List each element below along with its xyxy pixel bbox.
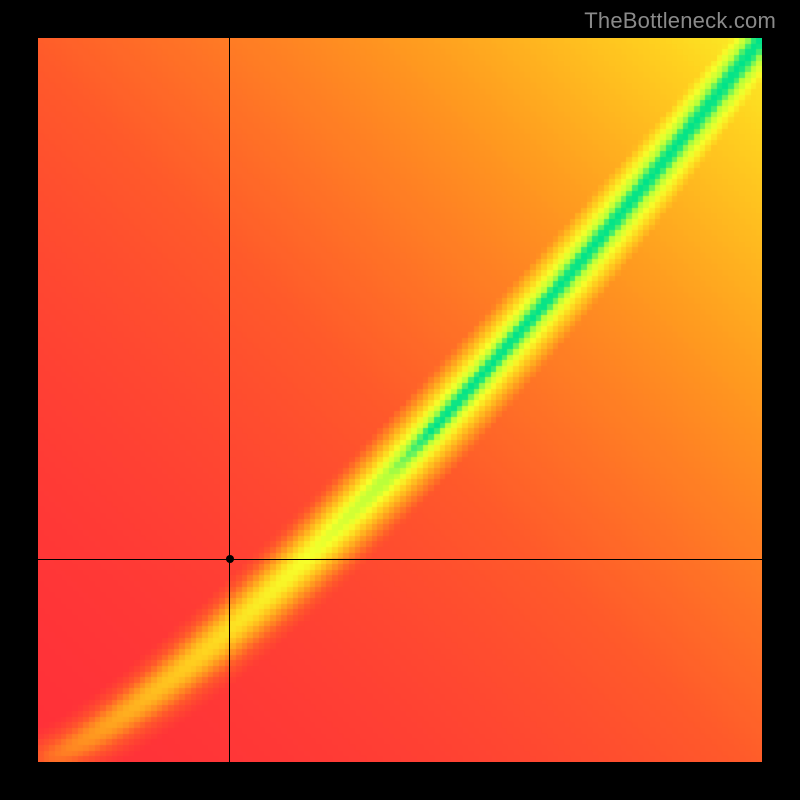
- heatmap-plot-area: [38, 38, 762, 762]
- selected-point-marker: [226, 555, 234, 563]
- watermark-text: TheBottleneck.com: [584, 8, 776, 34]
- heatmap-canvas: [38, 38, 762, 762]
- crosshair-vertical-line: [229, 38, 230, 762]
- crosshair-horizontal-line: [38, 559, 762, 560]
